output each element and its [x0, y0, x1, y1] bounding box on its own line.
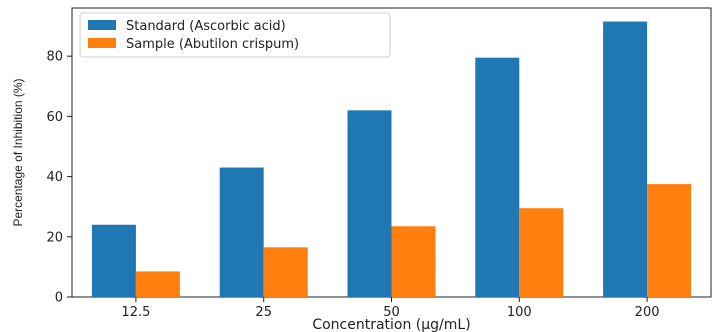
- x-tick-label: 200: [635, 305, 660, 320]
- bar-sample-200: [647, 184, 692, 297]
- y-tick-label: 0: [55, 291, 63, 306]
- x-axis-label: Concentration (µg/mL): [312, 317, 470, 332]
- y-tick-label: 60: [46, 110, 63, 125]
- bar-standard-50: [347, 110, 392, 298]
- y-tick-label: 20: [46, 230, 63, 245]
- y-tick-label: 40: [46, 170, 63, 185]
- legend-swatch: [88, 20, 116, 30]
- x-tick-label: 25: [255, 305, 272, 320]
- bar-sample-100: [519, 208, 564, 297]
- bar-sample-50: [391, 226, 436, 297]
- bar-standard-12.5: [91, 224, 136, 297]
- bars-group: [91, 21, 692, 298]
- x-tick-label: 50: [383, 305, 400, 320]
- legend-label: Standard (Ascorbic acid): [126, 19, 286, 34]
- y-axis: 0 20 40 60 80: [46, 50, 72, 306]
- legend-label: Sample (Abutilon crispum): [126, 37, 299, 52]
- x-axis: 12.5 25 50 100 200: [121, 297, 660, 320]
- bar-standard-100: [475, 57, 520, 297]
- legend-box: [79, 12, 391, 58]
- x-tick-label: 100: [507, 305, 532, 320]
- bar-sample-12.5: [135, 271, 180, 297]
- y-tick-label: 80: [46, 50, 63, 65]
- legend: Standard (Ascorbic acid) Sample (Abutilon…: [79, 12, 391, 58]
- y-axis-label: Percentage of Inhibition (%): [11, 78, 25, 226]
- bar-sample-25: [263, 247, 308, 297]
- legend-swatch: [88, 38, 116, 48]
- x-tick-label: 12.5: [121, 305, 150, 320]
- bar-standard-25: [219, 167, 264, 297]
- bar-standard-200: [603, 21, 648, 297]
